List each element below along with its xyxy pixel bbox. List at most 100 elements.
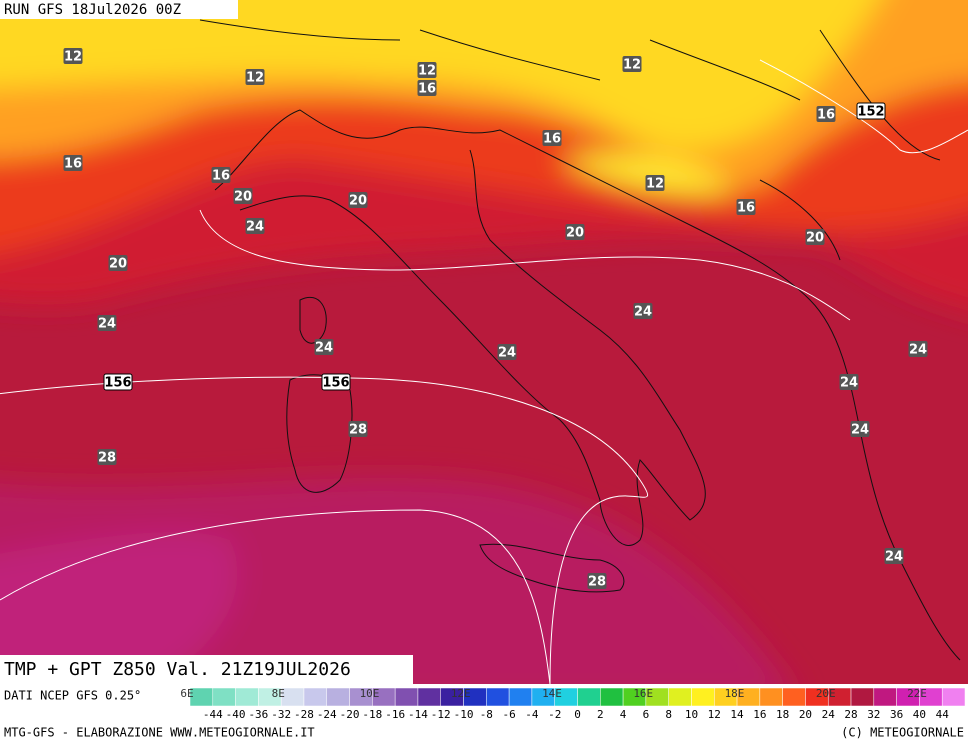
label-box — [417, 62, 437, 78]
label-box — [633, 303, 653, 319]
label-box — [321, 373, 351, 391]
scale-label: 10 — [685, 708, 698, 721]
scale-label: 28 — [844, 708, 857, 721]
label-box — [103, 373, 133, 391]
label-box — [233, 188, 253, 204]
scale-label: 40 — [913, 708, 926, 721]
label-box — [816, 106, 836, 122]
scale-label: -36 — [248, 708, 268, 721]
coastlines — [199, 19, 961, 661]
map-label: 12 — [246, 71, 264, 86]
map-label: 24 — [98, 317, 116, 332]
scale-label: -44 — [203, 708, 223, 721]
scale-swatch — [326, 687, 350, 707]
map-label: 152 — [857, 105, 884, 120]
map-label: 16 — [212, 169, 230, 184]
longitude-label: 22E — [907, 687, 927, 700]
label-box — [245, 69, 265, 85]
scale-label: 36 — [890, 708, 903, 721]
map-labels: 12 12 12 16 12 16 152 16 16 20 20 16 12 16 24 20 20 20 24 2… — [63, 48, 928, 590]
temperature-field — [0, 0, 968, 684]
map-label: 20 — [109, 257, 127, 272]
label-box — [63, 48, 83, 64]
map-label: 24 — [851, 423, 869, 438]
scale-label: -18 — [362, 708, 382, 721]
map-label: 12 — [646, 177, 664, 192]
longitude-label: 14E — [542, 687, 562, 700]
geopotential-lines — [0, 59, 968, 684]
scale-label: 24 — [822, 708, 836, 721]
run-label: RUN GFS 18Jul2026 00Z — [4, 2, 181, 18]
map-label: 24 — [246, 220, 264, 235]
scale-label: -32 — [271, 708, 291, 721]
label-box — [587, 573, 607, 589]
longitude-label: 16E — [633, 687, 653, 700]
label-box — [97, 315, 117, 331]
scale-label: -24 — [317, 708, 337, 721]
scale-label: 16 — [753, 708, 766, 721]
scale-label: 44 — [936, 708, 950, 721]
longitude-label: 20E — [816, 687, 836, 700]
scale-swatch — [941, 687, 966, 707]
map-label: 12 — [623, 58, 641, 73]
map-label: 12 — [418, 64, 436, 79]
map-label: 28 — [98, 451, 116, 466]
scale-swatch — [235, 687, 259, 707]
scale-label: 8 — [665, 708, 672, 721]
scale-label: -8 — [480, 708, 493, 721]
legend-title: TMP + GPT Z850 Val. 21Z19JUL2026 — [4, 659, 351, 680]
map-label: 20 — [566, 226, 584, 241]
scale-label: 6 — [643, 708, 650, 721]
scale-label: -12 — [431, 708, 451, 721]
scale-swatch — [508, 687, 533, 707]
scale-swatch — [668, 687, 692, 707]
map-label: 24 — [498, 346, 516, 361]
scale-label: 18 — [776, 708, 789, 721]
label-box — [417, 80, 437, 96]
longitude-label: 18E — [725, 687, 745, 700]
label-box — [108, 255, 128, 271]
map-label: 16 — [543, 132, 561, 147]
longitude-label: 12E — [451, 687, 471, 700]
scale-swatch — [759, 687, 783, 707]
label-box — [211, 167, 231, 183]
scale-label: -40 — [226, 708, 246, 721]
scale-label: 4 — [620, 708, 627, 721]
scale-label: -16 — [385, 708, 405, 721]
footer-right: (C) METEOGIORNALE — [841, 726, 964, 740]
scale-label: 14 — [730, 708, 744, 721]
map-label: 20 — [234, 190, 252, 205]
footer-left: MTG-GFS - ELABORAZIONE WWW.METEOGIORNALE… — [4, 726, 315, 740]
scale-swatch — [577, 687, 601, 707]
label-box — [245, 218, 265, 234]
scale-swatch — [691, 687, 715, 707]
run-box — [0, 0, 238, 19]
scale-label: -2 — [548, 708, 561, 721]
longitude-label: 8E — [272, 687, 285, 700]
map-label: 16 — [737, 201, 755, 216]
label-box — [839, 374, 859, 390]
map-label: 24 — [634, 305, 652, 320]
map-label: 20 — [349, 194, 367, 209]
map-label: 24 — [885, 550, 903, 565]
color-scale: -44 -40 -36 -32 -28 -24 -20 -18 -16 -14 -12 -10 -8 -6… — [180, 687, 966, 721]
scale-swatch — [850, 687, 875, 707]
label-box — [805, 229, 825, 245]
scale-label: -28 — [294, 708, 314, 721]
longitude-label: 10E — [360, 687, 380, 700]
label-box — [542, 130, 562, 146]
longitude-label: 6E — [180, 687, 193, 700]
legend-title-box — [0, 655, 413, 684]
map-label: 156 — [322, 376, 349, 391]
label-box — [908, 341, 928, 357]
map-label: 28 — [349, 423, 367, 438]
label-box — [97, 449, 117, 465]
scale-swatch — [303, 687, 328, 707]
scale-swatch — [600, 687, 624, 707]
label-box — [348, 192, 368, 208]
scale-label: 12 — [708, 708, 721, 721]
scale-label: -20 — [340, 708, 360, 721]
map-label: 24 — [315, 341, 333, 356]
source-label: DATI NCEP GFS 0.25° — [4, 689, 141, 703]
